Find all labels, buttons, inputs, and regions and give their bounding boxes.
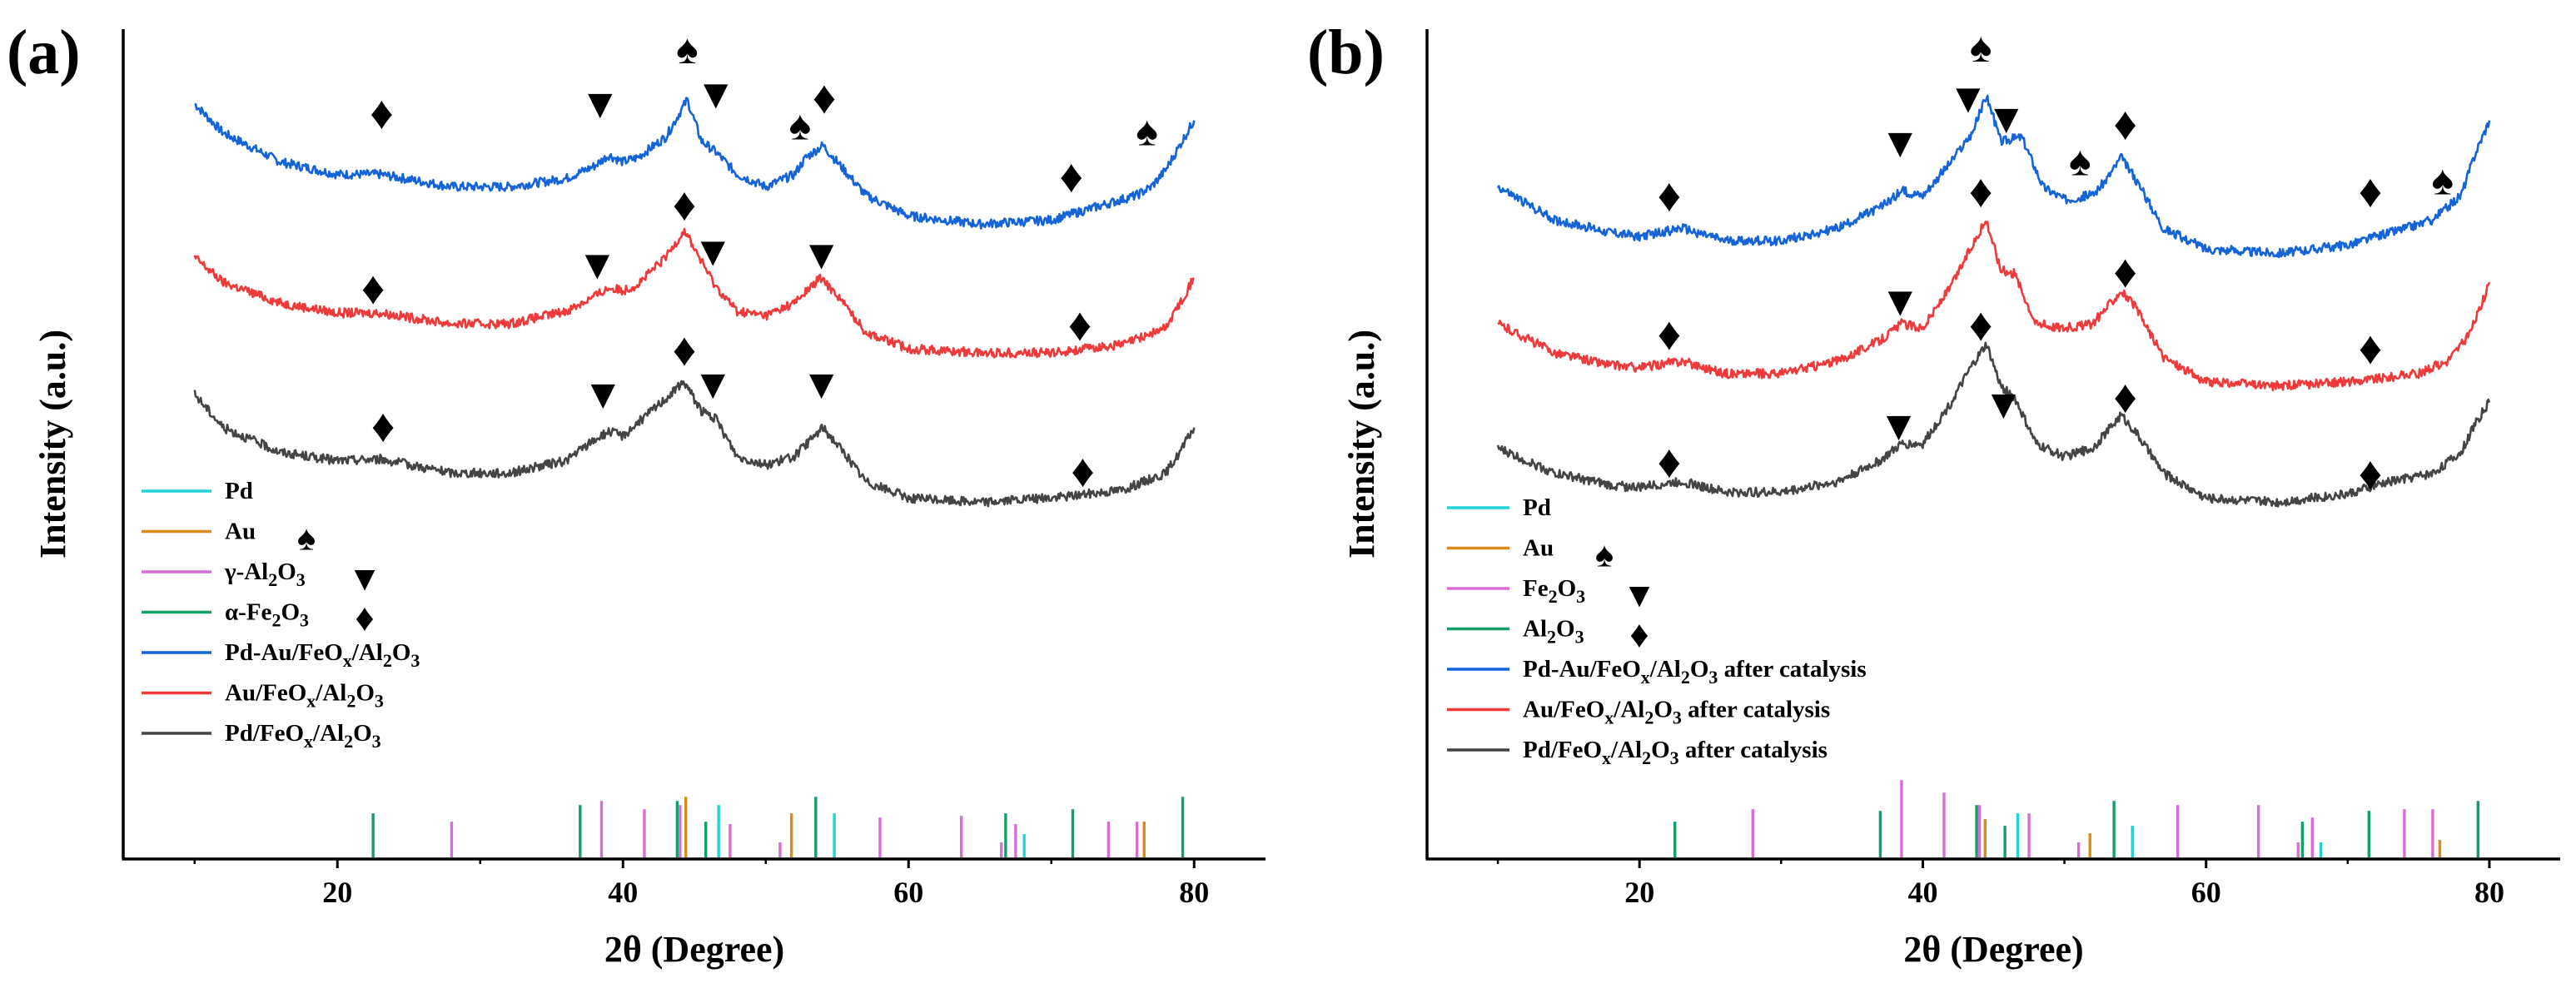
peak-marker: ♦ <box>370 88 394 140</box>
x-axis-title: 2θ (Degree) <box>1903 929 2083 970</box>
peak-marker: ♦ <box>673 179 697 231</box>
x-axis-title: 2θ (Degree) <box>604 929 784 970</box>
peak-marker: ♠ <box>2069 138 2091 185</box>
legend-label: Pd <box>225 478 253 504</box>
legend-label: γ-Al2O3 <box>224 559 306 590</box>
legend-symbol: ♠ <box>1595 537 1614 575</box>
legend-label: Pd <box>1523 494 1551 521</box>
peak-marker: ♦ <box>813 72 837 124</box>
x-tick-label: 20 <box>322 876 352 909</box>
peak-marker: ▼ <box>1878 403 1920 449</box>
peak-marker: ♦ <box>2359 166 2383 217</box>
legend-label: Au <box>225 519 256 545</box>
peak-marker: ♠ <box>789 102 812 149</box>
peak-marker: ♦ <box>2113 246 2137 298</box>
peak-marker: ♦ <box>1658 436 1682 488</box>
legend-symbol: ▼ <box>347 560 382 598</box>
series-line <box>1496 94 2491 259</box>
peak-marker: ▼ <box>693 228 734 275</box>
peak-marker: ♦ <box>1658 170 1682 221</box>
legend-symbol: ♦ <box>355 597 374 639</box>
peak-marker: ▼ <box>801 231 843 278</box>
peak-marker: ♦ <box>1059 151 1083 202</box>
peak-marker: ▼ <box>801 361 843 408</box>
peak-marker: ▼ <box>582 371 624 418</box>
series-line <box>194 97 1196 230</box>
peak-marker: ♦ <box>2359 448 2383 499</box>
peak-marker: ♠ <box>1970 24 1992 71</box>
legend-label: Pd/FeOx/Al2O3 <box>225 720 381 752</box>
series-line <box>1497 221 2491 392</box>
legend-label: Pd-Au/FeOx/Al2O3 after catalysis <box>1523 656 1867 688</box>
legend-symbol: ▼ <box>1622 577 1657 615</box>
legend-symbol: ♦ <box>1629 613 1649 656</box>
x-tick-label: 80 <box>1179 876 1209 909</box>
peak-marker: ▼ <box>577 241 619 288</box>
legend-label: Pd-Au/FeOx/Al2O3 <box>225 639 420 671</box>
panel-label: (b) <box>1307 17 1385 87</box>
peak-marker: ♦ <box>1969 166 1993 217</box>
peak-marker: ♦ <box>1658 309 1682 360</box>
x-tick-label: 20 <box>1624 876 1654 909</box>
x-tick-label: 60 <box>893 876 923 909</box>
legend-label: Au <box>1523 535 1554 562</box>
peak-marker: ♦ <box>371 401 395 453</box>
peak-marker: ♦ <box>361 263 385 315</box>
series-line <box>1496 341 2491 508</box>
peak-marker: ♦ <box>1068 300 1092 351</box>
peak-marker: ▼ <box>579 81 621 127</box>
peak-marker: ▼ <box>1879 120 1921 166</box>
peak-marker: ♦ <box>673 325 697 376</box>
legend-label: Pd/FeOx/Al2O3 after catalysis <box>1523 737 1828 768</box>
legend-label: α-Fe2O3 <box>225 599 309 631</box>
peak-marker: ▼ <box>1947 75 1989 122</box>
peak-marker: ♦ <box>2359 323 2383 375</box>
legend-label: Au/FeOx/Al2O3 <box>225 680 384 712</box>
legend-label: Al2O3 <box>1523 616 1584 648</box>
legend-label: Fe2O3 <box>1523 575 1585 607</box>
panel-label: (a) <box>7 17 81 87</box>
x-tick-label: 80 <box>2474 876 2504 909</box>
x-tick-label: 40 <box>608 876 638 909</box>
y-axis-title: Intensity (a.u.) <box>1341 330 1382 559</box>
peak-marker: ♠ <box>1136 108 1158 155</box>
x-tick-label: 60 <box>2191 876 2221 909</box>
peak-marker: ♦ <box>1969 300 1993 351</box>
peak-marker: ♦ <box>2113 99 2137 151</box>
peak-marker: ♠ <box>676 26 699 72</box>
series-line <box>193 227 1195 359</box>
series-line <box>193 380 1196 508</box>
peak-marker: ▼ <box>695 71 737 117</box>
y-axis-title: Intensity (a.u.) <box>32 330 73 559</box>
peak-marker: ▼ <box>1983 381 2025 428</box>
peak-marker: ♠ <box>2432 156 2454 203</box>
peak-marker: ♦ <box>1071 445 1095 497</box>
legend-symbol: ♠ <box>297 520 316 559</box>
peak-marker: ▼ <box>693 361 734 408</box>
x-tick-label: 40 <box>1907 876 1937 909</box>
peak-marker: ♦ <box>2113 372 2137 424</box>
legend-label: Au/FeOx/Al2O3 after catalysis <box>1523 697 1830 728</box>
peak-marker: ▼ <box>1879 278 1921 325</box>
peak-marker: ▼ <box>1986 96 2027 142</box>
